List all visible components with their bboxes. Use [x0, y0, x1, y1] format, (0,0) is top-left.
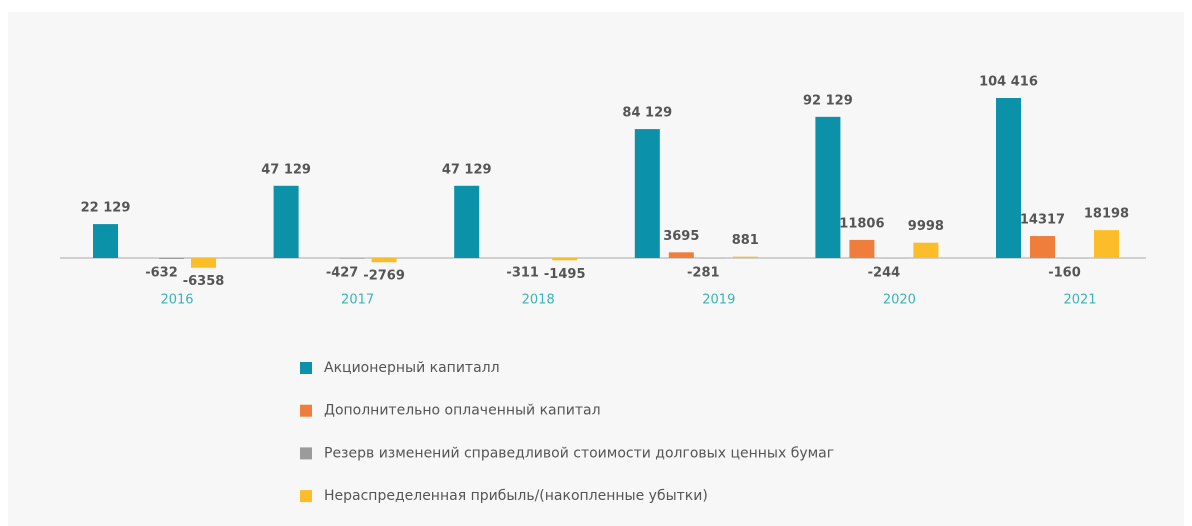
- data-label: 14317: [1020, 213, 1065, 228]
- data-label: -160: [1048, 266, 1081, 281]
- data-label: 11806: [839, 216, 884, 231]
- data-label: -427: [326, 266, 359, 281]
- bar: [191, 258, 216, 268]
- legend-label: Акционерный капиталл: [324, 360, 500, 376]
- bar: [700, 258, 726, 259]
- bar: [273, 185, 299, 258]
- data-label: -6358: [183, 274, 225, 289]
- bar: [159, 258, 184, 259]
- bar: [339, 258, 365, 259]
- bar: [1062, 258, 1087, 259]
- bar: [913, 242, 939, 258]
- bar: [1094, 230, 1119, 258]
- data-label: 881: [732, 233, 759, 248]
- bar: [1030, 236, 1055, 258]
- bar: [520, 258, 546, 259]
- data-label: 47 129: [261, 162, 311, 177]
- legend-swatch: [300, 447, 312, 460]
- bar: [371, 258, 397, 263]
- data-label: 18198: [1084, 207, 1129, 222]
- x-tick-label: 2021: [1063, 293, 1096, 308]
- legend-label: Нераспределенная прибыль/(накопленные уб…: [324, 488, 708, 504]
- data-label: -2769: [363, 269, 405, 284]
- data-label: -244: [868, 266, 901, 281]
- bar: [454, 185, 480, 258]
- bar: [552, 258, 578, 261]
- bar: [634, 129, 660, 258]
- legend-label: Дополнительно оплаченный капитал: [324, 403, 601, 419]
- x-tick-label: 2020: [883, 293, 916, 308]
- bar: [815, 116, 841, 259]
- data-label: -632: [145, 266, 178, 281]
- data-label: 84 129: [622, 106, 672, 121]
- data-label: 9998: [908, 219, 944, 234]
- data-label: 104 416: [979, 75, 1038, 90]
- legend-label: Резерв изменений справедливой стоимости …: [324, 445, 834, 461]
- x-tick-label: 2016: [160, 293, 193, 308]
- x-tick-label: 2019: [702, 293, 735, 308]
- bar: [732, 256, 758, 258]
- bar: [668, 252, 694, 258]
- legend-swatch: [300, 404, 312, 417]
- x-tick-label: 2018: [522, 293, 555, 308]
- data-label: -1495: [544, 267, 586, 282]
- bar: [881, 258, 907, 259]
- panel: [8, 12, 1184, 526]
- x-tick-label: 2017: [341, 293, 374, 308]
- data-label: 3695: [663, 229, 699, 244]
- data-label: 22 129: [81, 201, 131, 216]
- legend-swatch: [300, 362, 312, 374]
- data-label: 47 129: [442, 162, 492, 177]
- legend-swatch: [300, 490, 312, 503]
- bar: [93, 224, 118, 258]
- data-label: 92 129: [803, 93, 853, 108]
- bar: [849, 239, 875, 258]
- bar: [996, 98, 1021, 258]
- data-label: -281: [687, 266, 720, 281]
- data-label: -311: [506, 266, 539, 281]
